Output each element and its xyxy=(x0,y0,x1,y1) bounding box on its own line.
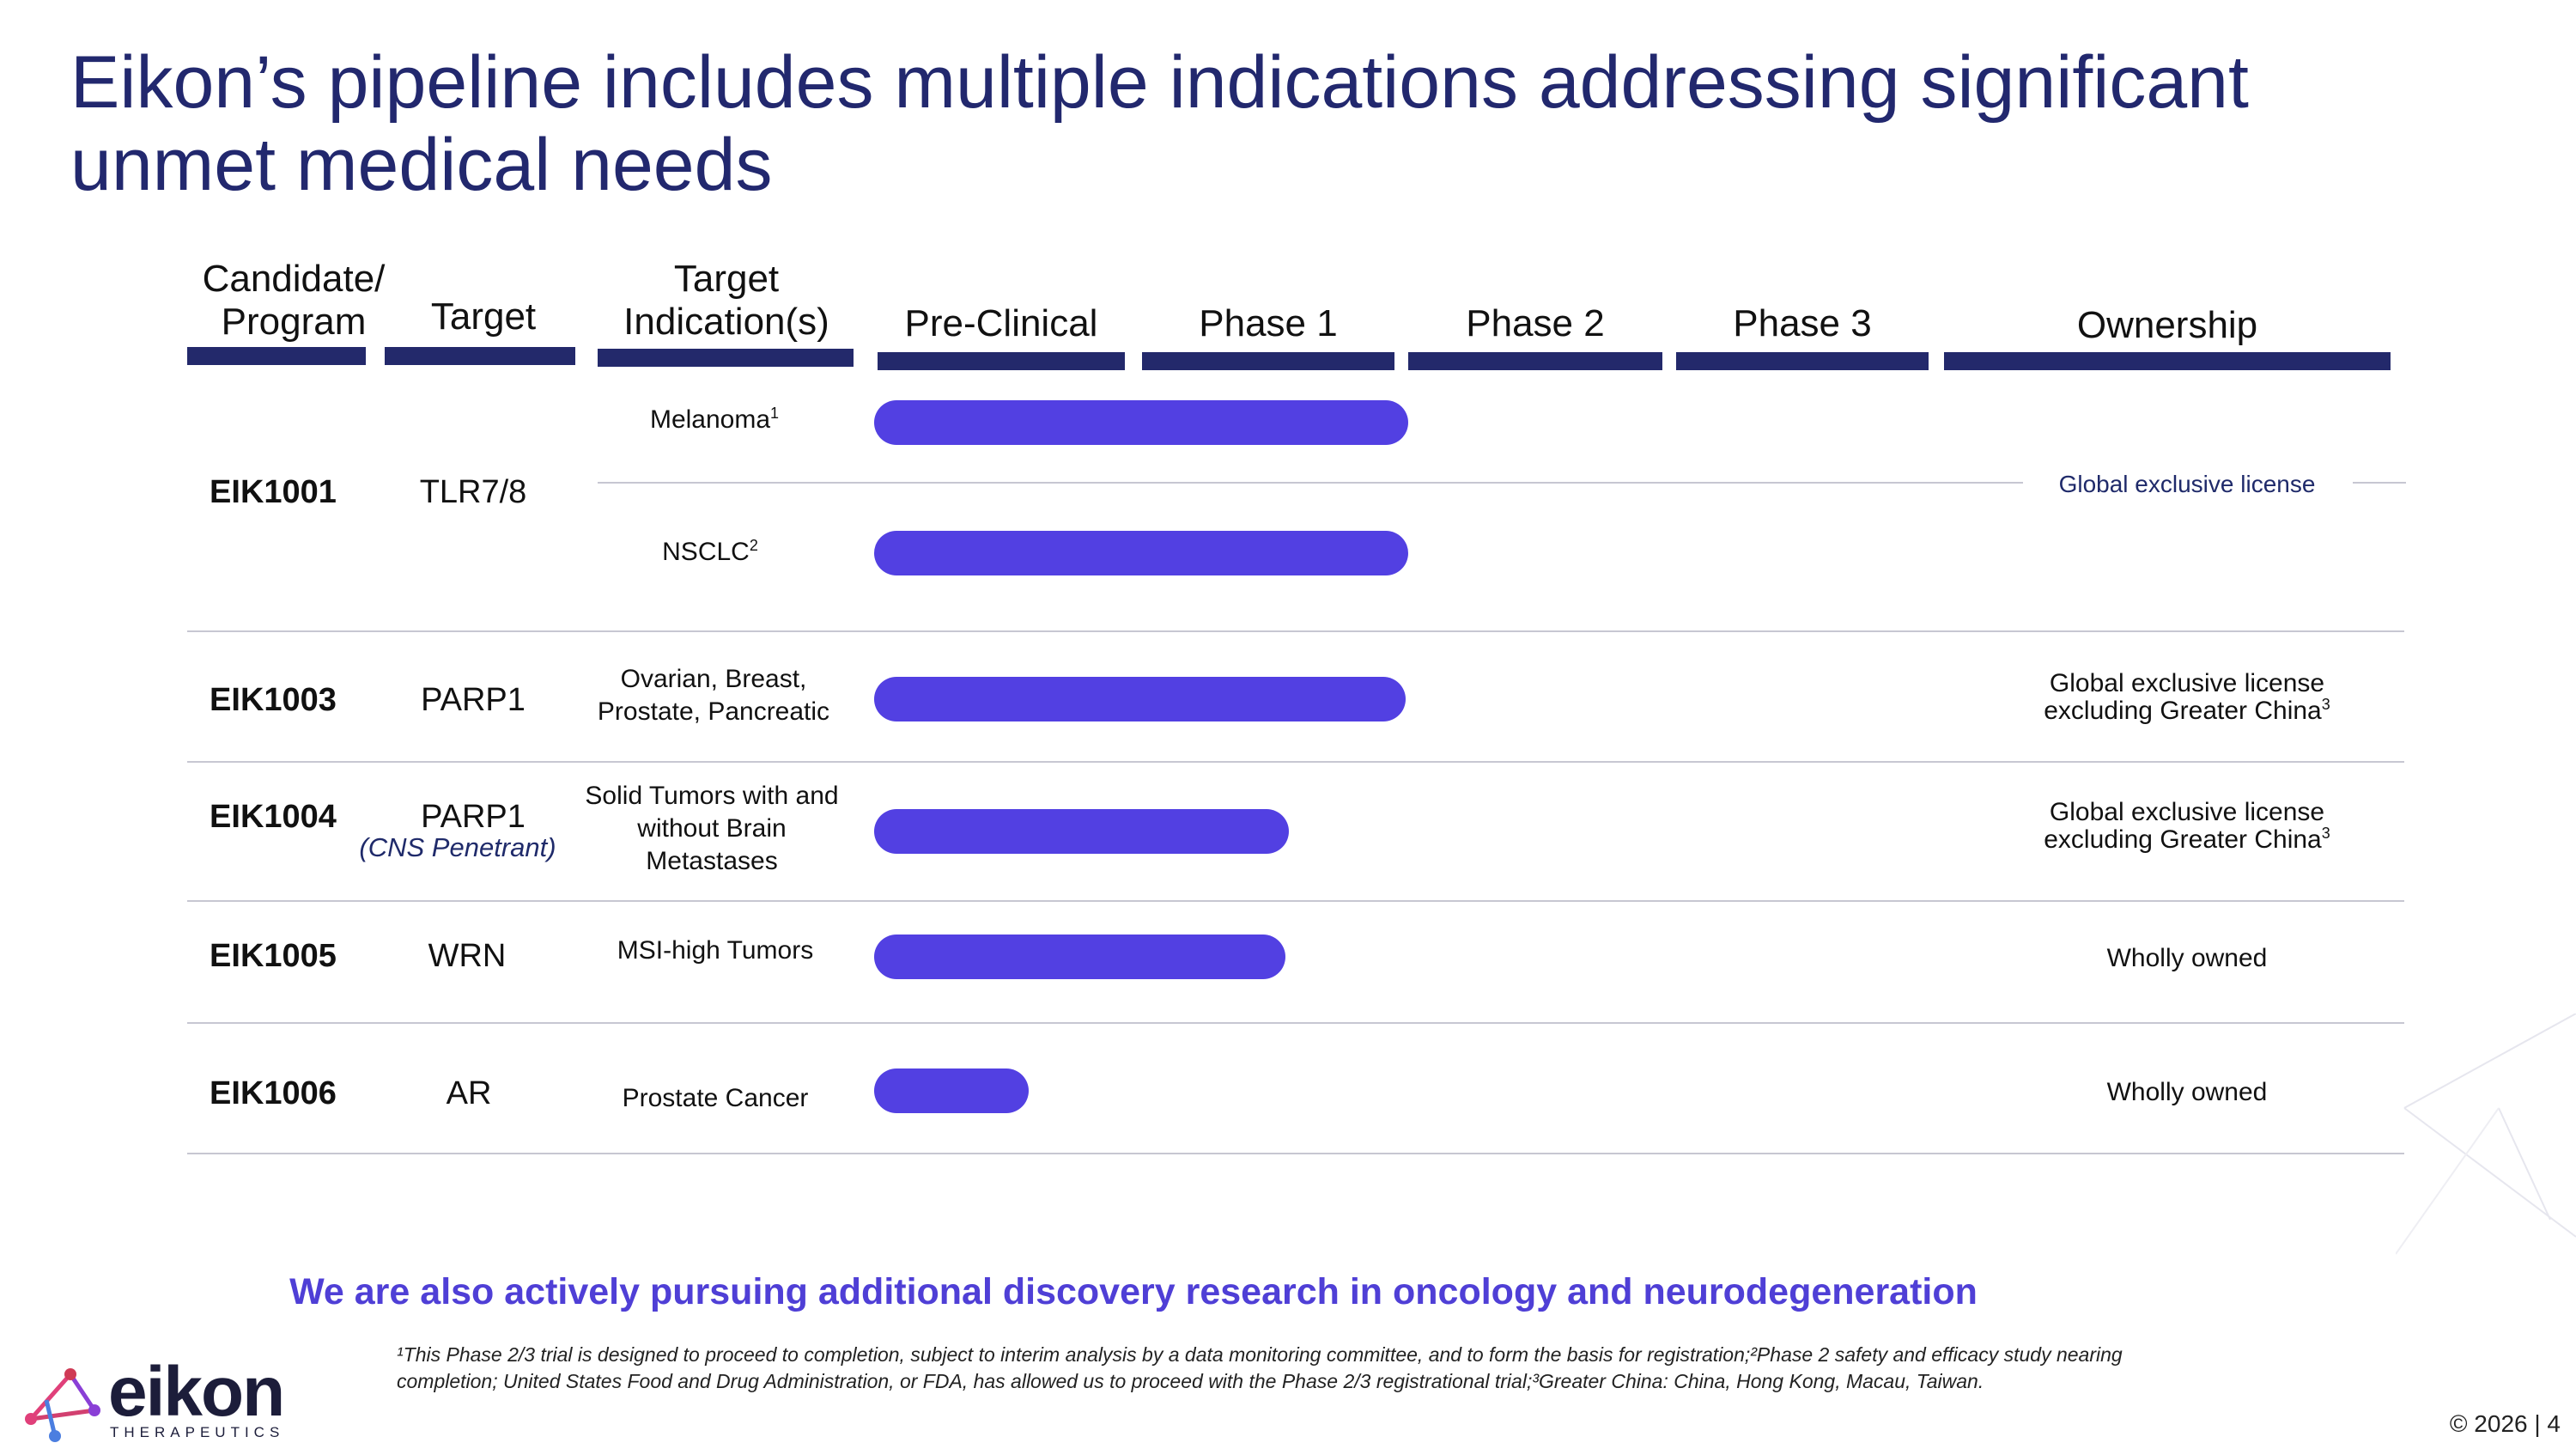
indication-melanoma: Melanoma1 xyxy=(649,405,780,434)
target-eik1004: PARP1 xyxy=(421,799,526,835)
progress-bar-eik1004 xyxy=(874,809,1289,854)
indication-eik1003: Ovarian, Breast, Prostate, Pancreatic xyxy=(597,665,830,726)
target-eik1005: WRN xyxy=(428,938,507,974)
header-bar-target xyxy=(385,347,575,365)
header-bar-phase2 xyxy=(1408,352,1662,370)
indication-eik1004: Solid Tumors with and without Brain Meta… xyxy=(585,782,839,875)
subrow-divider-left xyxy=(598,482,2023,484)
header-bar-ownership xyxy=(1944,352,2391,370)
target-eik1006: AR xyxy=(446,1075,492,1111)
header-bar-indication xyxy=(598,349,854,367)
progress-bar-eik1003 xyxy=(874,677,1406,721)
ownership-eik1001: Global exclusive license xyxy=(2058,471,2316,497)
candidate-eik1001: EIK1001 xyxy=(210,474,337,510)
header-bar-phase3 xyxy=(1676,352,1929,370)
footnote: ¹This Phase 2/3 trial is designed to pro… xyxy=(397,1343,2123,1392)
row-divider-2 xyxy=(187,761,2404,763)
logo-wordmark: eikon xyxy=(108,1353,285,1431)
header-candidate: Candidate/ Program xyxy=(202,258,386,343)
ownership-eik1004: Global exclusive license excluding Great… xyxy=(2044,798,2330,854)
header-bar-candidate xyxy=(187,347,366,365)
ownership-eik1005: Wholly owned xyxy=(2106,944,2268,972)
eikon-logo: eikon THERAPEUTICS xyxy=(21,1353,304,1443)
row-divider-4 xyxy=(187,1022,2404,1024)
ownership-eik1006: Wholly owned xyxy=(2106,1078,2268,1106)
candidate-eik1005: EIK1005 xyxy=(210,938,337,974)
decorative-lines-icon xyxy=(2396,1014,2576,1255)
logo-mark-icon xyxy=(25,1368,100,1442)
candidate-eik1004: EIK1004 xyxy=(210,799,337,835)
candidate-eik1006: EIK1006 xyxy=(210,1075,337,1111)
subrow-divider-right xyxy=(2353,482,2406,484)
indication-eik1006: Prostate Cancer xyxy=(622,1084,809,1112)
tagline: We are also actively pursuing additional… xyxy=(289,1271,1978,1312)
header-phase2: Phase 2 xyxy=(1466,302,1605,344)
header-bar-preclinical xyxy=(878,352,1125,370)
logo-subtext: THERAPEUTICS xyxy=(110,1424,285,1440)
progress-bar-eik1006 xyxy=(874,1068,1029,1113)
header-indication: Target Indication(s) xyxy=(623,258,829,343)
copyright-page-number: © 2026 | 4 xyxy=(2449,1410,2561,1437)
indication-nsclc: NSCLC2 xyxy=(662,537,758,566)
header-bar-phase1 xyxy=(1142,352,1394,370)
target-eik1001: TLR7/8 xyxy=(419,474,527,510)
row-divider-1 xyxy=(187,630,2404,632)
header-phase3: Phase 3 xyxy=(1733,302,1872,344)
header-target: Target xyxy=(430,295,537,338)
progress-bar-eik1005 xyxy=(874,935,1286,979)
header-preclinical: Pre-Clinical xyxy=(904,302,1098,344)
header-ownership: Ownership xyxy=(2076,304,2258,346)
row-divider-5 xyxy=(187,1153,2404,1154)
page-title: Eikon’s pipeline includes multiple indic… xyxy=(70,41,2249,206)
candidate-eik1003: EIK1003 xyxy=(210,682,337,718)
row-divider-3 xyxy=(187,900,2404,902)
target-note-eik1004: (CNS Penetrant) xyxy=(359,832,556,862)
progress-bar-melanoma xyxy=(874,400,1408,445)
header-phase1: Phase 1 xyxy=(1199,302,1338,344)
indication-eik1005: MSI-high Tumors xyxy=(617,936,814,965)
ownership-eik1003: Global exclusive license excluding Great… xyxy=(2044,669,2330,725)
target-eik1003: PARP1 xyxy=(421,682,526,718)
progress-bar-nsclc xyxy=(874,531,1408,575)
